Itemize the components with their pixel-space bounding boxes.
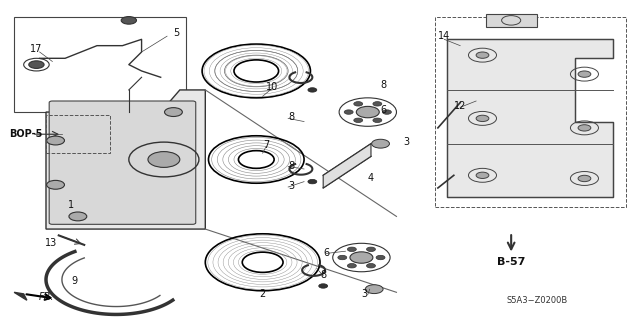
Circle shape <box>344 110 353 114</box>
Circle shape <box>319 284 328 288</box>
Circle shape <box>476 115 489 122</box>
Text: 12: 12 <box>454 101 467 111</box>
Text: 6: 6 <box>323 248 330 258</box>
Circle shape <box>308 179 317 184</box>
Circle shape <box>356 106 380 118</box>
Text: 3: 3 <box>288 182 294 191</box>
Circle shape <box>578 71 591 77</box>
Circle shape <box>373 118 382 122</box>
Text: 6: 6 <box>381 106 387 115</box>
Circle shape <box>348 263 356 268</box>
Polygon shape <box>486 14 537 27</box>
Circle shape <box>47 180 65 189</box>
Text: 4: 4 <box>368 174 374 183</box>
Text: 8: 8 <box>288 161 294 171</box>
Circle shape <box>243 252 283 272</box>
Text: S5A3−Z0200B: S5A3−Z0200B <box>506 296 567 305</box>
Circle shape <box>350 252 373 263</box>
Text: 13: 13 <box>45 238 57 248</box>
Circle shape <box>476 172 489 178</box>
Circle shape <box>148 152 180 167</box>
Circle shape <box>29 61 44 69</box>
Circle shape <box>121 17 136 24</box>
Text: B-57: B-57 <box>497 257 525 267</box>
Circle shape <box>365 285 383 293</box>
Circle shape <box>354 102 363 106</box>
Circle shape <box>308 88 317 92</box>
Polygon shape <box>447 39 613 197</box>
Text: 5: 5 <box>173 28 180 38</box>
Polygon shape <box>14 292 27 300</box>
Polygon shape <box>46 90 205 229</box>
Circle shape <box>338 255 347 260</box>
Circle shape <box>476 52 489 58</box>
Circle shape <box>376 255 385 260</box>
Polygon shape <box>323 144 371 188</box>
Circle shape <box>578 175 591 182</box>
Text: 8: 8 <box>320 270 326 280</box>
Text: 1: 1 <box>68 200 74 210</box>
Circle shape <box>164 108 182 116</box>
Text: 3: 3 <box>403 137 409 147</box>
FancyBboxPatch shape <box>49 101 196 224</box>
Circle shape <box>367 263 376 268</box>
FancyBboxPatch shape <box>435 17 626 207</box>
FancyBboxPatch shape <box>14 17 186 112</box>
Text: 2: 2 <box>260 289 266 299</box>
Circle shape <box>239 151 274 168</box>
Circle shape <box>69 212 87 221</box>
Text: 8: 8 <box>381 80 387 90</box>
Circle shape <box>367 247 376 251</box>
Text: FR.: FR. <box>38 292 54 302</box>
Circle shape <box>373 102 382 106</box>
Circle shape <box>578 125 591 131</box>
Circle shape <box>372 139 390 148</box>
Text: 17: 17 <box>30 44 43 54</box>
Text: 7: 7 <box>262 140 269 150</box>
Circle shape <box>348 247 356 251</box>
Circle shape <box>234 60 278 82</box>
Text: 10: 10 <box>266 82 278 92</box>
Circle shape <box>383 110 392 114</box>
Circle shape <box>47 136 65 145</box>
Text: 14: 14 <box>438 31 451 41</box>
Text: BOP-5: BOP-5 <box>9 129 42 139</box>
Text: 9: 9 <box>72 276 77 286</box>
Text: 8: 8 <box>288 112 294 122</box>
Circle shape <box>354 118 363 122</box>
Text: 3: 3 <box>362 289 367 299</box>
